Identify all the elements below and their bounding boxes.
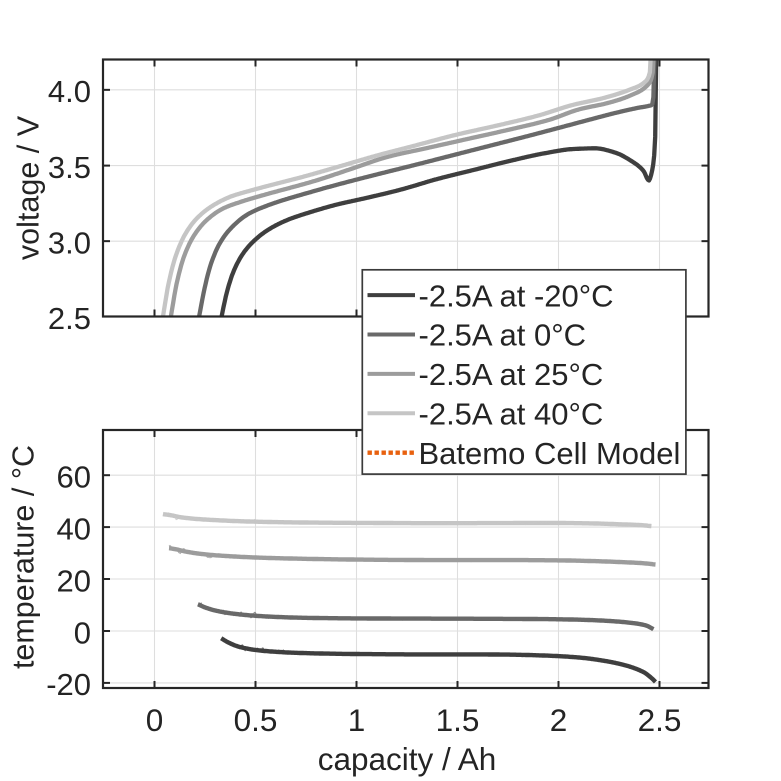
svg-text:20: 20 <box>57 563 91 598</box>
svg-text:Batemo Cell Model: Batemo Cell Model <box>419 436 681 471</box>
svg-text:voltage / V: voltage / V <box>12 115 46 260</box>
svg-text:1: 1 <box>348 702 366 738</box>
svg-text:-2.5A at 0°C: -2.5A at 0°C <box>419 318 587 353</box>
svg-text:capacity / Ah: capacity / Ah <box>318 741 497 777</box>
svg-text:0: 0 <box>146 702 164 738</box>
svg-text:-2.5A at 40°C: -2.5A at 40°C <box>419 397 604 432</box>
svg-text:3.0: 3.0 <box>48 225 91 260</box>
svg-text:-2.5A at 25°C: -2.5A at 25°C <box>419 357 604 392</box>
svg-text:1.5: 1.5 <box>436 702 480 738</box>
svg-text:2.5: 2.5 <box>638 702 682 738</box>
svg-text:2: 2 <box>550 702 568 738</box>
svg-text:40: 40 <box>57 511 91 546</box>
svg-text:2.5: 2.5 <box>48 301 91 336</box>
svg-text:4.0: 4.0 <box>48 74 91 109</box>
svg-text:60: 60 <box>57 460 91 495</box>
svg-text:-20: -20 <box>46 667 91 702</box>
svg-text:temperature / °C: temperature / °C <box>7 445 41 669</box>
svg-text:-2.5A at -20°C: -2.5A at -20°C <box>419 278 614 313</box>
svg-text:0: 0 <box>74 615 91 650</box>
svg-text:3.5: 3.5 <box>48 150 91 185</box>
svg-text:0.5: 0.5 <box>234 702 278 738</box>
